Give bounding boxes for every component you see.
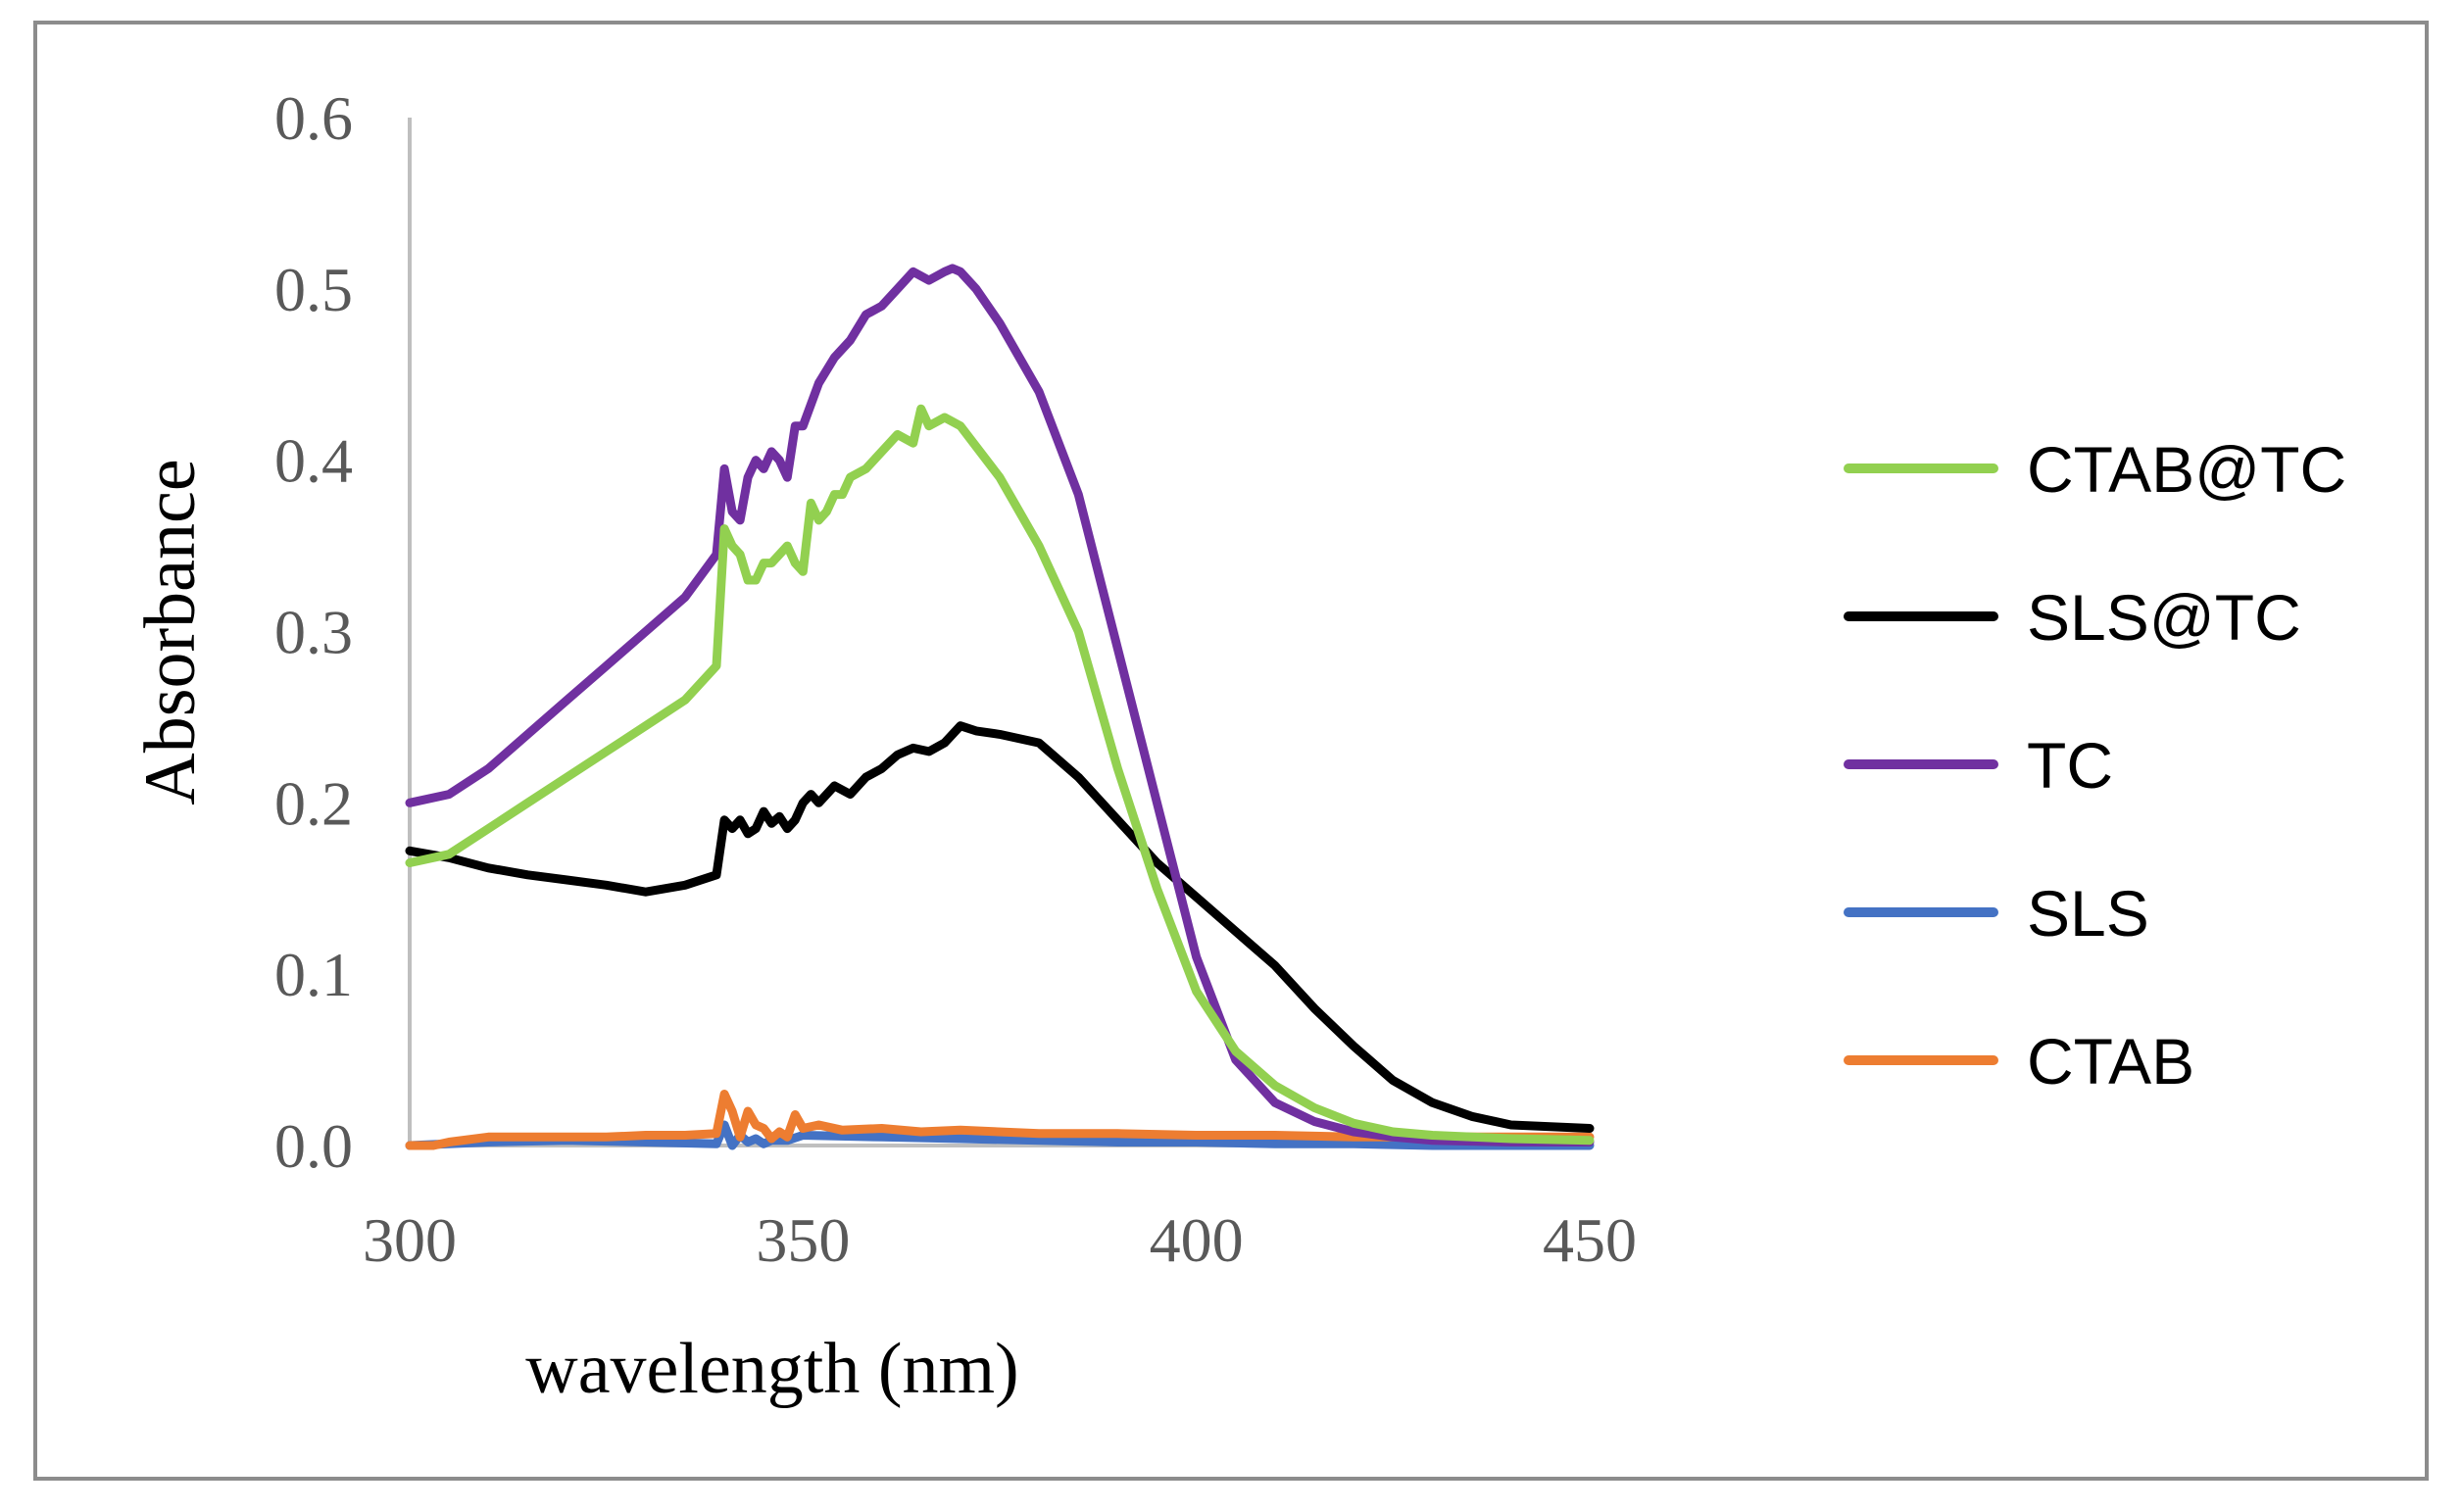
y-tick-label: 0.6 bbox=[274, 83, 353, 153]
x-tick-label: 300 bbox=[363, 1205, 457, 1275]
series-line-sls bbox=[405, 1120, 1595, 1150]
axes bbox=[408, 118, 1590, 1147]
series-line-tc bbox=[405, 264, 1595, 1146]
x-tick-label: 350 bbox=[756, 1205, 850, 1275]
legend: CTAB@TC SLS@TC TC SLS CTAB bbox=[1844, 433, 2346, 1097]
legend-label-ctab: CTAB bbox=[2027, 1025, 2194, 1097]
legend-label-ctab-tc: CTAB@TC bbox=[2027, 433, 2346, 506]
series-line-sls-tc bbox=[405, 721, 1595, 1133]
x-axis-title: wavelength (nm) bbox=[525, 1329, 1018, 1409]
y-tick-label: 0.3 bbox=[274, 598, 353, 667]
y-tick-labels: 0.0 0.1 0.2 0.3 0.4 0.5 0.6 bbox=[274, 83, 353, 1181]
legend-label-tc: TC bbox=[2027, 729, 2113, 802]
y-tick-label: 0.2 bbox=[274, 768, 353, 838]
legend-label-sls: SLS bbox=[2027, 877, 2149, 950]
y-tick-label: 0.0 bbox=[274, 1111, 353, 1181]
y-axis-title: Absorbance bbox=[130, 459, 211, 805]
absorbance-chart: 0.0 0.1 0.2 0.3 0.4 0.5 0.6 300 350 400 450 Absor… bbox=[130, 83, 2346, 1409]
y-tick-label: 0.1 bbox=[274, 940, 353, 1009]
x-tick-label: 450 bbox=[1543, 1205, 1637, 1275]
chart-frame: 0.0 0.1 0.2 0.3 0.4 0.5 0.6 300 350 400 450 Absor… bbox=[33, 21, 2429, 1481]
legend-label-sls-tc: SLS@TC bbox=[2027, 581, 2301, 654]
series-line-ctab-tc bbox=[405, 404, 1595, 1146]
y-tick-label: 0.5 bbox=[274, 255, 353, 324]
x-tick-labels: 300 350 400 450 bbox=[363, 1205, 1637, 1275]
series-lines bbox=[405, 264, 1595, 1150]
series-line-ctab bbox=[405, 1090, 1595, 1150]
y-tick-label: 0.4 bbox=[274, 426, 353, 496]
x-tick-label: 400 bbox=[1150, 1205, 1244, 1275]
